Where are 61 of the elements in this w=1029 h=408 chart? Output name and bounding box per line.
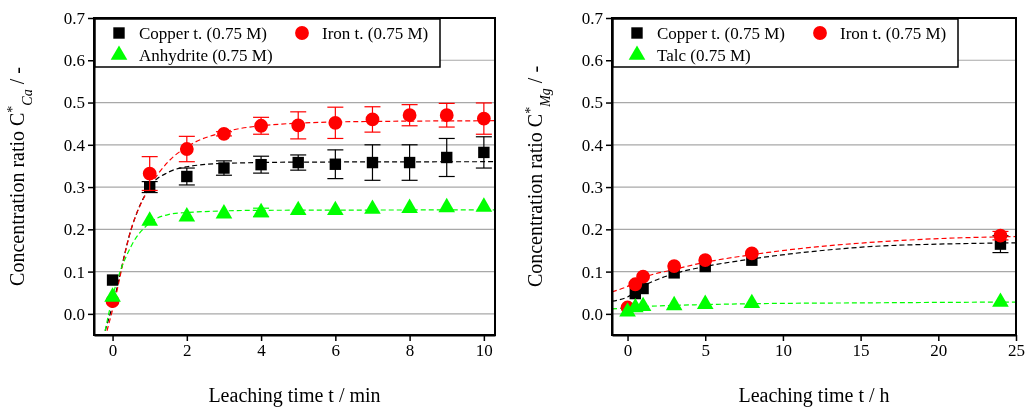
y-tick-label: 0.0 [63, 304, 85, 324]
legend-label: Iron t. (0.75 M) [840, 24, 947, 43]
x-tick-label: 5 [701, 341, 710, 361]
legend-label: Talc (0.75 M) [657, 46, 751, 65]
point [179, 142, 194, 156]
x-tick-label: 6 [331, 341, 341, 361]
point [328, 115, 343, 130]
x-tick-label: 20 [930, 341, 948, 361]
y-tick-label: 0.6 [581, 51, 603, 71]
y-tick-label: 0.5 [63, 93, 85, 113]
point [329, 158, 342, 170]
y-tick-label: 0.4 [581, 135, 604, 155]
y-tick-label: 0.1 [63, 262, 85, 282]
x-tick-label: 10 [774, 341, 792, 361]
y-tick-label: 0.1 [581, 262, 603, 282]
y-tick-label: 0.6 [63, 51, 85, 71]
point [366, 156, 379, 169]
legend-label: Iron t. (0.75 M) [322, 24, 429, 43]
y-tick-label: 0.7 [63, 8, 86, 28]
point [441, 151, 453, 164]
point [364, 199, 381, 214]
x-tick-label: 4 [257, 341, 267, 361]
point [327, 200, 344, 216]
point [438, 197, 456, 213]
legend-label: Copper t. (0.75 M) [139, 24, 267, 43]
y-tick-label: 0.0 [581, 304, 603, 324]
x-tick-label: 0 [108, 341, 118, 361]
point [291, 118, 306, 133]
y-tick-label: 0.3 [63, 178, 85, 198]
x-axis-title: Leaching time t / h [738, 384, 890, 407]
point [178, 207, 196, 222]
y-tick-label: 0.4 [63, 135, 86, 155]
point [402, 108, 417, 123]
legend-label: Anhydrite (0.75 M) [139, 46, 273, 65]
point [142, 166, 157, 181]
point [104, 287, 121, 302]
point [141, 211, 159, 226]
x-tick-label: 0 [623, 341, 633, 361]
x-tick-label: 10 [475, 341, 493, 361]
point [217, 126, 231, 141]
point [215, 204, 233, 219]
x-axis-title: Leaching time t / min [208, 384, 381, 407]
point [478, 146, 490, 159]
x-tick-label: 8 [405, 341, 415, 361]
point [365, 112, 380, 127]
legend-label: Copper t. (0.75 M) [657, 24, 785, 43]
point [403, 156, 416, 169]
point [401, 198, 418, 214]
point [439, 108, 454, 123]
y-tick-label: 0.3 [581, 178, 603, 198]
point [289, 200, 307, 216]
x-tick-label: 25 [1008, 341, 1025, 361]
x-tick-label: 2 [183, 341, 192, 361]
x-tick-label: 15 [852, 341, 870, 361]
point [476, 111, 491, 126]
y-tick-label: 0.5 [581, 93, 603, 113]
point [475, 197, 493, 212]
y-tick-label: 0.7 [581, 8, 604, 28]
y-tick-label: 0.2 [63, 220, 85, 240]
y-tick-label: 0.2 [581, 220, 603, 240]
point [252, 202, 270, 218]
